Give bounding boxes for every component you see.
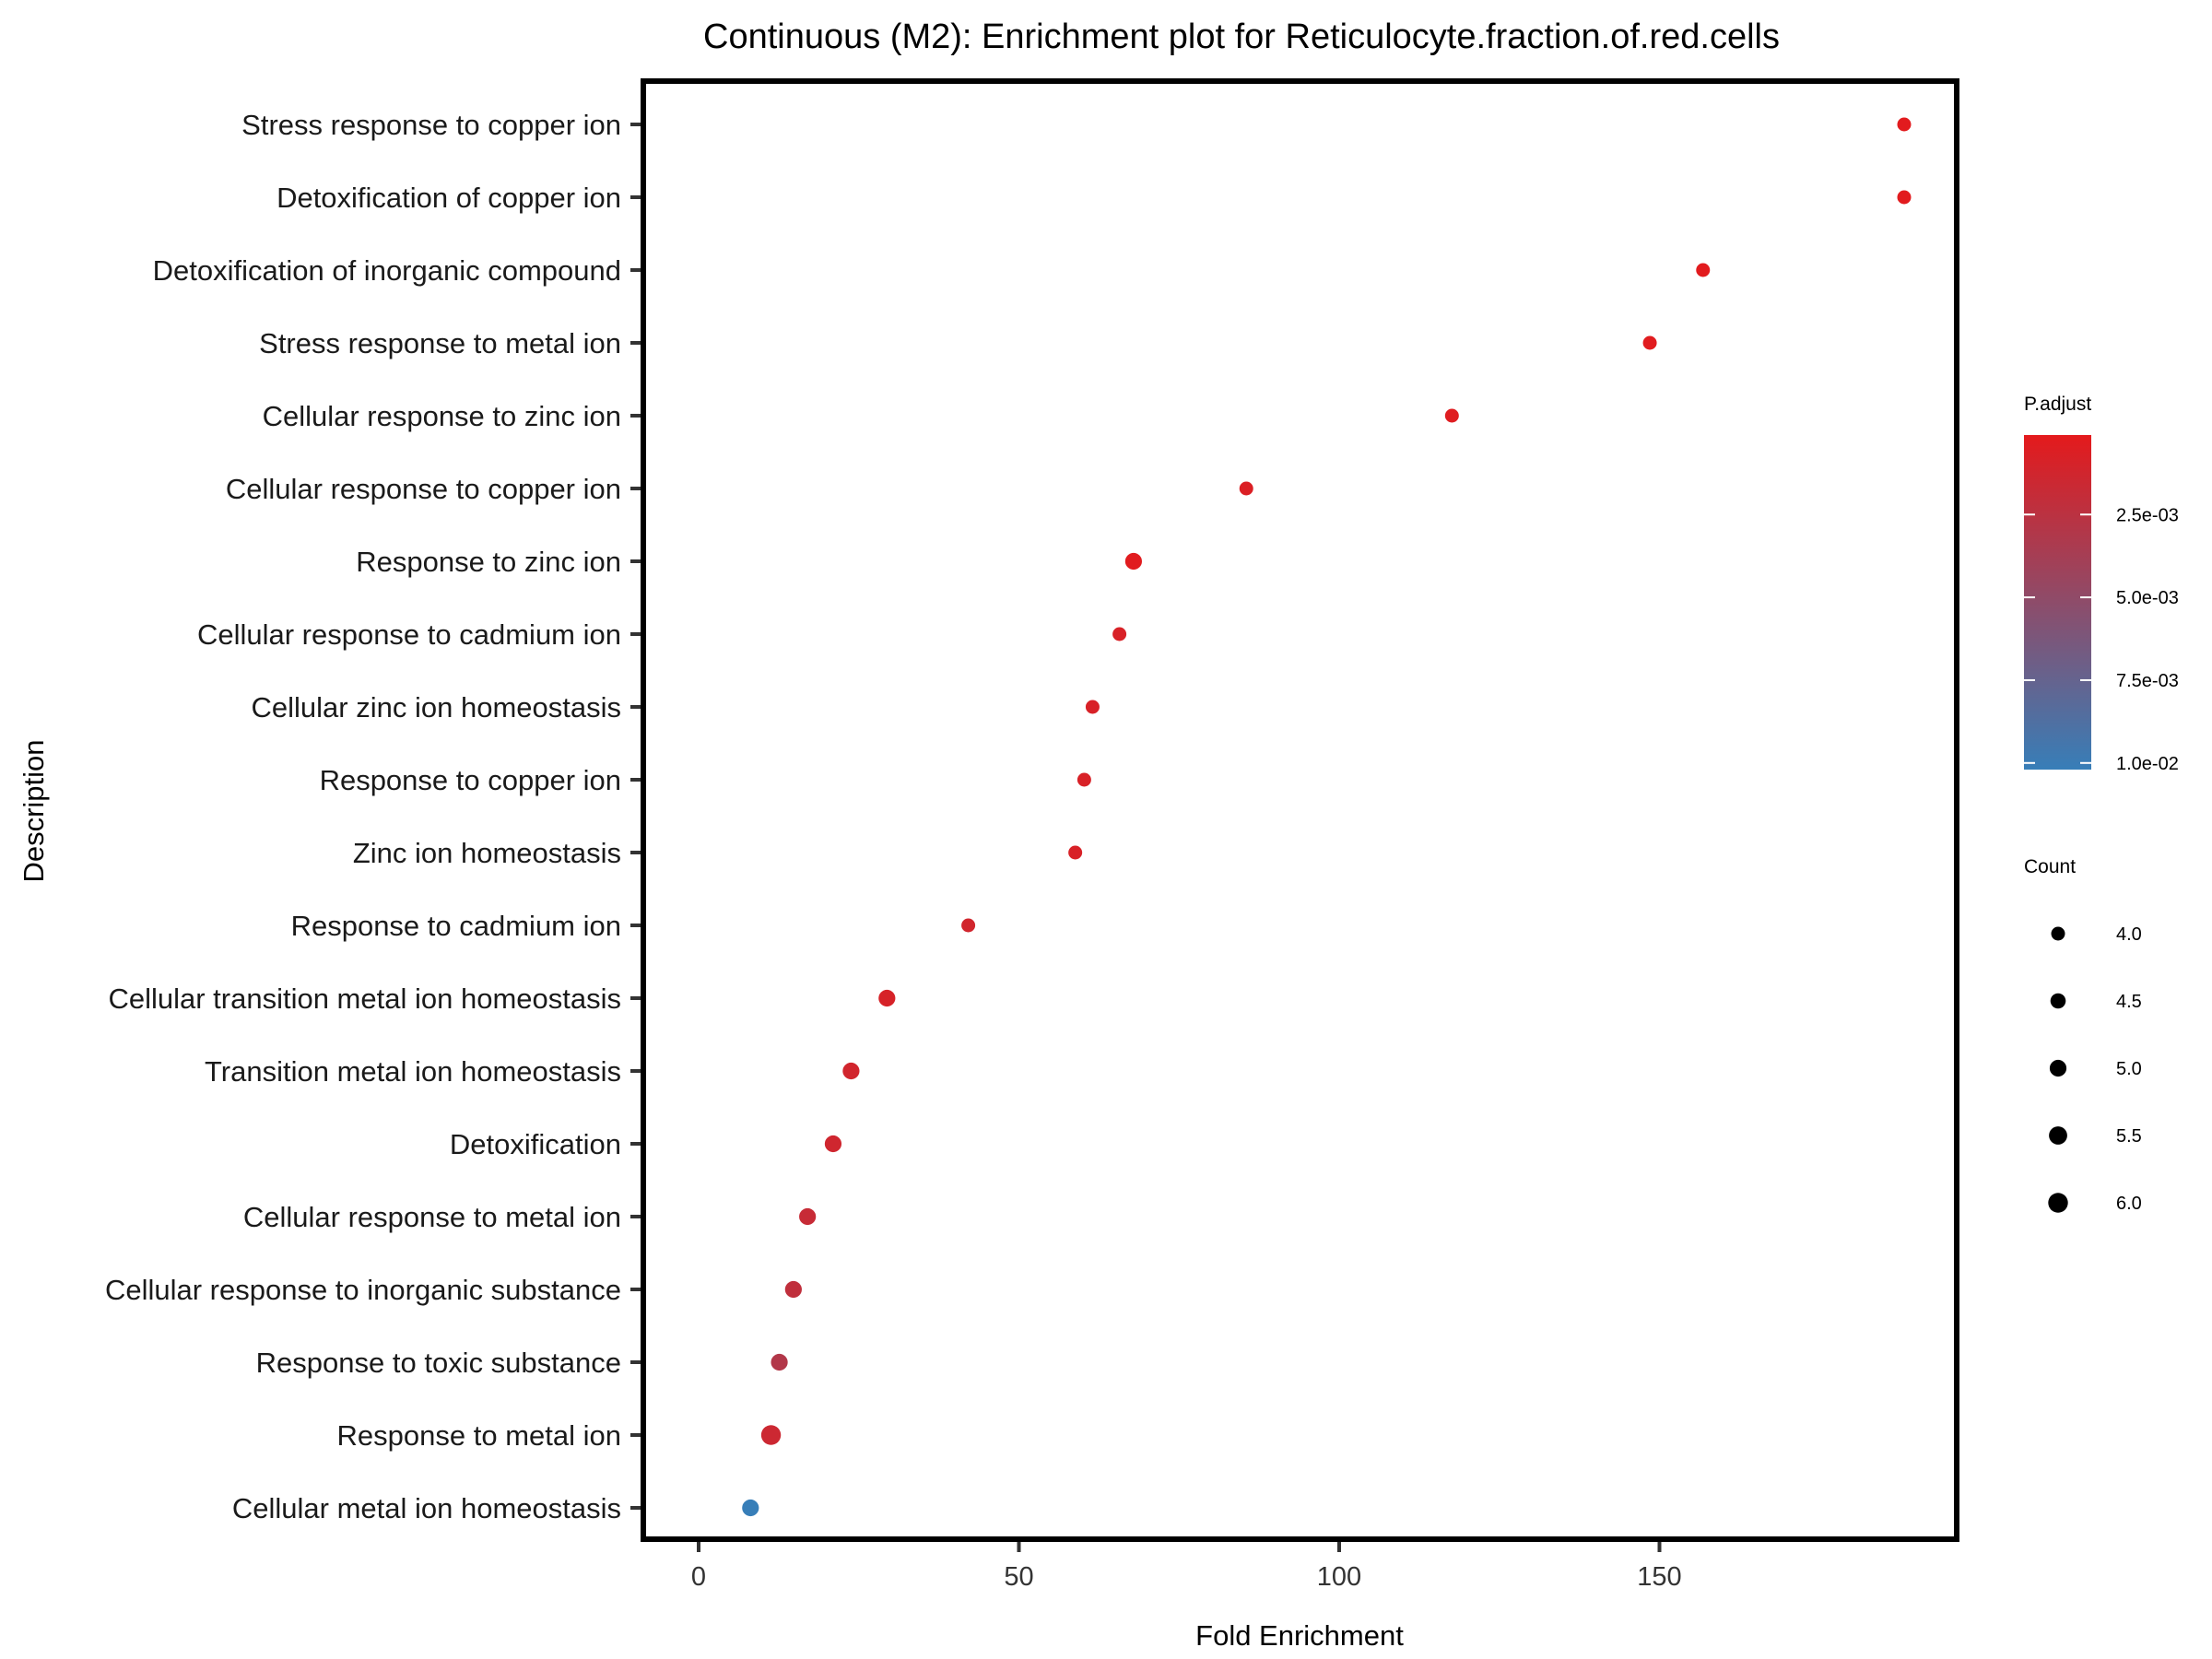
data-point [1897, 117, 1912, 132]
data-point [760, 1425, 782, 1445]
y-tick-label: Zinc ion homeostasis [353, 837, 621, 869]
y-tick-label: Cellular response to zinc ion [263, 400, 621, 432]
data-point [1897, 190, 1912, 205]
legend-padjust-colorbar [2024, 435, 2091, 770]
y-tick-label: Cellular zinc ion homeostasis [252, 691, 621, 724]
y-tick-label: Cellular response to inorganic substance [105, 1274, 621, 1306]
data-point [1239, 481, 1253, 496]
colorbar-tick-label: 7.5e-03 [2116, 671, 2179, 691]
x-tick-label: 100 [1317, 1562, 1361, 1592]
x-tick-label: 0 [691, 1562, 706, 1592]
data-point [1642, 335, 1657, 350]
size-legend-dot [2050, 993, 2066, 1009]
size-legend-label: 4.0 [2116, 924, 2142, 945]
legend-padjust: P.adjust 2.5e-03 5.0e-03 7.5e-03 1.0e-02 [2024, 394, 2179, 774]
y-tick-label: Detoxification [450, 1128, 621, 1160]
legend-count-items: 4.0 4.5 5.0 5.5 6.0 [2048, 924, 2142, 1214]
y-tick-label: Response to metal ion [337, 1419, 621, 1452]
size-legend-label: 6.0 [2116, 1194, 2142, 1214]
size-legend-dot [2049, 1126, 2067, 1145]
colorbar-tick-label: 2.5e-03 [2116, 505, 2179, 525]
data-point [1077, 772, 1091, 787]
data-point [1112, 627, 1127, 641]
size-legend-label: 4.5 [2116, 992, 2142, 1012]
y-tick-label: Detoxification of copper ion [276, 182, 621, 214]
colorbar-tick-label: 1.0e-02 [2116, 754, 2179, 774]
colorbar-tick-label: 5.0e-03 [2116, 588, 2179, 608]
data-point [961, 918, 976, 933]
data-point [1085, 700, 1100, 714]
legend-count: Count 4.0 4.5 5.0 5.5 6.0 [2024, 856, 2142, 1214]
x-tick-label: 150 [1637, 1562, 1681, 1592]
y-tick-label: Response to copper ion [320, 764, 621, 796]
y-tick-label: Cellular metal ion homeostasis [232, 1492, 621, 1524]
y-tick-label: Response to toxic substance [256, 1347, 621, 1379]
data-point [784, 1280, 802, 1299]
plot-panel [641, 78, 1959, 1542]
size-legend-label: 5.0 [2116, 1059, 2142, 1079]
data-point [742, 1499, 759, 1517]
legend-count-title: Count [2024, 856, 2076, 877]
y-tick-label: Response to zinc ion [356, 546, 621, 578]
x-axis: 0 50 100 150 [691, 1542, 1682, 1592]
x-tick-label: 50 [1004, 1562, 1033, 1592]
size-legend-dot [2048, 1193, 2068, 1213]
data-point [878, 989, 896, 1007]
data-point [799, 1207, 817, 1226]
y-tick-label: Stress response to metal ion [259, 327, 621, 359]
y-tick-label: Cellular transition metal ion homeostasi… [108, 982, 621, 1015]
y-tick-label: Cellular response to copper ion [226, 473, 621, 505]
data-point [771, 1353, 788, 1371]
data-point [1068, 845, 1083, 860]
chart-title: Continuous (M2): Enrichment plot for Ret… [703, 18, 1780, 56]
data-point [824, 1135, 842, 1153]
y-axis: Stress response to copper ion Detoxificat… [105, 109, 641, 1524]
size-legend-dot [2051, 926, 2065, 941]
y-tick-label: Cellular response to cadmium ion [197, 618, 621, 651]
y-tick-label: Detoxification of inorganic compound [153, 254, 621, 287]
y-tick-label: Transition metal ion homeostasis [205, 1055, 621, 1088]
data-point [1696, 263, 1711, 277]
x-axis-label: Fold Enrichment [1195, 1619, 1404, 1652]
y-tick-label: Cellular response to metal ion [243, 1201, 621, 1233]
data-point [1124, 552, 1143, 571]
y-axis-label: Description [18, 739, 50, 882]
data-point [1444, 408, 1459, 423]
y-tick-label: Response to cadmium ion [291, 910, 621, 942]
data-point [842, 1062, 860, 1080]
size-legend-label: 5.5 [2116, 1126, 2142, 1147]
y-tick-label: Stress response to copper ion [241, 109, 621, 141]
legend-padjust-ticks: 2.5e-03 5.0e-03 7.5e-03 1.0e-02 [2024, 505, 2179, 774]
legend-padjust-title: P.adjust [2024, 394, 2091, 415]
data-points [742, 117, 1912, 1517]
size-legend-dot [2049, 1059, 2067, 1077]
